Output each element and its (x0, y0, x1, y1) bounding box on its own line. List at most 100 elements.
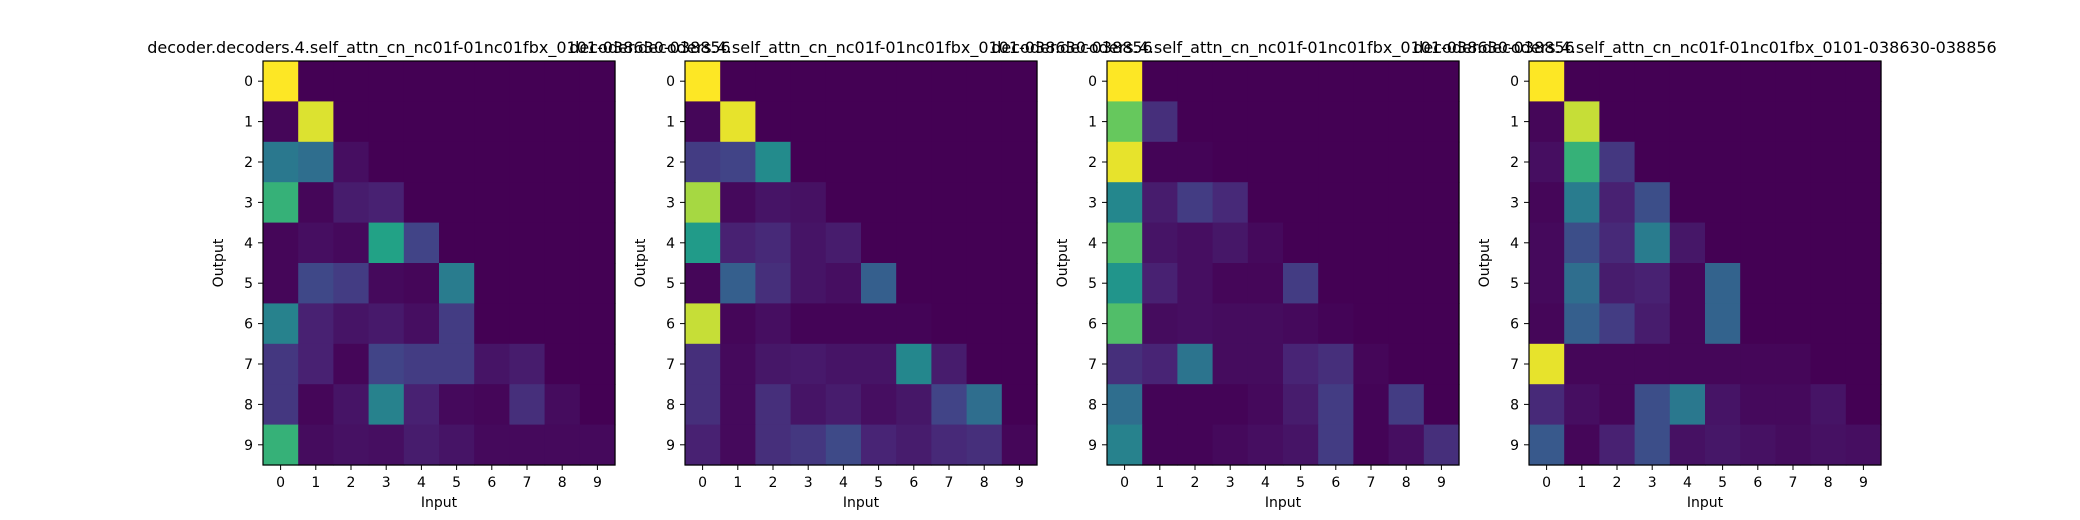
heatmap-cell (509, 424, 546, 466)
x-tick-label: 0 (276, 475, 285, 491)
heatmap-cell (720, 424, 756, 466)
heatmap-cell (1634, 384, 1671, 426)
heatmap-cell (1353, 263, 1390, 304)
heatmap-cell (1634, 424, 1671, 466)
heatmap-cell (1388, 101, 1425, 143)
heatmap-cell (896, 182, 932, 224)
y-tick-label: 1 (244, 115, 253, 131)
heatmap-cell (298, 222, 334, 264)
heatmap-cell (931, 141, 968, 183)
heatmap-cell (790, 343, 827, 385)
heatmap-cell (1001, 141, 1038, 183)
heatmap-cell (720, 222, 756, 264)
heatmap-cell (403, 424, 440, 466)
heatmap-cell (861, 182, 897, 224)
heatmap-cell (439, 61, 475, 102)
heatmap-cell (1529, 61, 1565, 102)
heatmap-cell (474, 384, 510, 426)
heatmap-cell (1775, 222, 1812, 264)
heatmap-cell (1142, 263, 1178, 304)
x-tick-label: 5 (452, 475, 461, 491)
heatmap-cell (1529, 141, 1565, 183)
heatmap-cell (1318, 101, 1354, 143)
heatmap-cell (1318, 222, 1354, 264)
y-tick-label: 4 (244, 236, 253, 252)
heatmap-panel-0: 0 1 2 3 4 5 6 7 8 9 0 1 2 3 4 5 6 7 8 9 Input Output decoder.d… (147, 38, 730, 511)
heatmap-cell (368, 182, 405, 224)
heatmap-cell (544, 424, 581, 466)
heatmap-cell (1810, 182, 1847, 224)
heatmap-cell (720, 384, 756, 426)
heatmap-cell (685, 424, 721, 466)
heatmap-cell (685, 101, 721, 143)
heatmap-cell (755, 343, 792, 385)
heatmap-cell (1107, 424, 1143, 466)
heatmap-cell (1142, 384, 1178, 426)
heatmap-cell (1423, 263, 1460, 304)
heatmap-cell (896, 303, 932, 345)
heatmap-cell (1669, 303, 1706, 345)
heatmap-cell (1107, 343, 1143, 385)
y-tick-label: 7 (1510, 357, 1519, 373)
x-tick-label: 1 (311, 475, 320, 491)
heatmap-cell (1599, 61, 1636, 102)
y-axis-label: Output (1055, 238, 1071, 287)
heatmap-cell (1107, 61, 1143, 102)
heatmap-cell (1529, 182, 1565, 224)
heatmap-cell (298, 182, 334, 224)
heatmap-cell (755, 101, 792, 143)
heatmap-cell (1107, 222, 1143, 264)
heatmap-cell (861, 303, 897, 345)
heatmap-cell (1247, 384, 1284, 426)
y-tick-label: 5 (244, 276, 253, 292)
x-tick-label: 8 (558, 475, 567, 491)
heatmap-cell (1001, 101, 1038, 143)
heatmap-cell (1107, 384, 1143, 426)
heatmap-cell (896, 61, 932, 102)
heatmap-cell (1529, 343, 1565, 385)
y-tick-label: 3 (1088, 195, 1097, 211)
y-tick-label: 8 (1088, 397, 1097, 413)
heatmap-panel-2: 0 1 2 3 4 5 6 7 8 9 0 1 2 3 4 5 6 7 8 9 Input Output decoder.d… (991, 38, 1574, 511)
heatmap-cell (1353, 182, 1390, 224)
x-tick-label: 7 (945, 475, 954, 491)
x-tick-label: 2 (769, 475, 778, 491)
heatmap-cell (1845, 424, 1882, 466)
heatmap-cell (1353, 384, 1390, 426)
x-tick-label: 3 (804, 475, 813, 491)
heatmap-cell (1142, 101, 1178, 143)
heatmap-cell (333, 101, 370, 143)
heatmap-cell (544, 141, 581, 183)
heatmap-cell (896, 384, 932, 426)
y-tick-label: 2 (666, 155, 675, 171)
y-tick-label: 0 (244, 74, 253, 90)
heatmap-cell (1810, 343, 1847, 385)
heatmap-cell (861, 61, 897, 102)
heatmap-cell (1212, 343, 1249, 385)
heatmap-cell (579, 182, 616, 224)
heatmap-cell (1669, 222, 1706, 264)
y-tick-label: 0 (1510, 74, 1519, 90)
heatmap-cell (298, 263, 334, 304)
x-tick-label: 9 (1015, 475, 1024, 491)
heatmap-cell (1634, 182, 1671, 224)
heatmap-cell (1423, 424, 1460, 466)
heatmap-cell (1845, 303, 1882, 345)
heatmap-cell (1845, 101, 1882, 143)
heatmap-cell (544, 101, 581, 143)
heatmap-cell (1212, 101, 1249, 143)
heatmap-cell (1810, 222, 1847, 264)
heatmap-cell (1705, 182, 1741, 224)
heatmap-cell (474, 303, 510, 345)
heatmap-cell (755, 61, 792, 102)
heatmap-cell (579, 303, 616, 345)
heatmap-cell (439, 343, 475, 385)
heatmap-cell (966, 303, 1003, 345)
heatmap-cell (579, 384, 616, 426)
heatmap-cell (1283, 343, 1319, 385)
heatmap-cell (1177, 222, 1214, 264)
heatmap-cell (263, 61, 299, 102)
heatmap-cell (966, 343, 1003, 385)
heatmap-cell (1001, 263, 1038, 304)
